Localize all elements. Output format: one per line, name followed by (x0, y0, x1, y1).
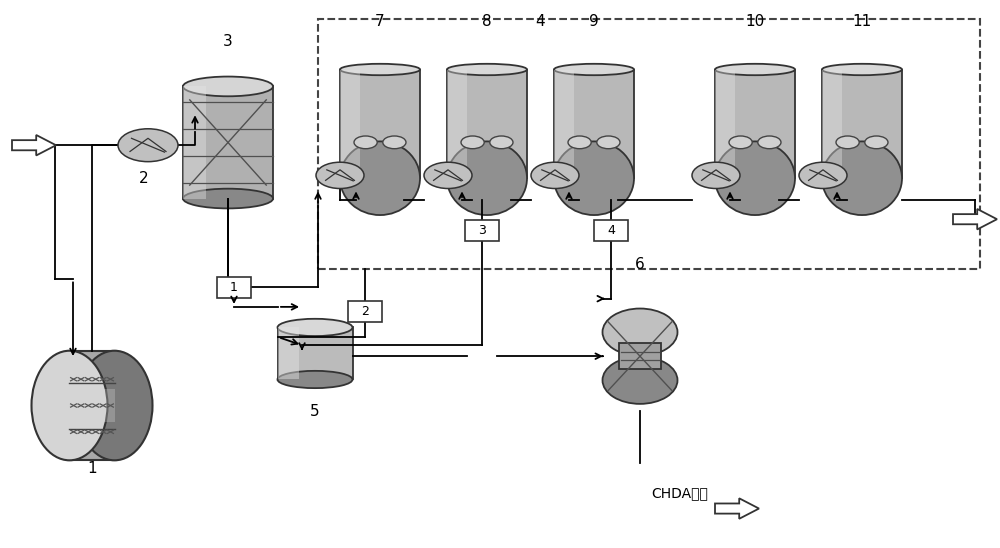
Text: 4: 4 (535, 14, 545, 30)
Circle shape (692, 162, 740, 189)
Bar (340, 70, 420, 178)
Ellipse shape (822, 64, 902, 75)
Bar (340, 70, 360, 178)
Bar (318, 19, 980, 269)
FancyBboxPatch shape (594, 220, 628, 241)
Text: 3: 3 (223, 33, 233, 49)
Ellipse shape (183, 77, 273, 96)
Bar (715, 70, 795, 178)
Ellipse shape (278, 319, 352, 336)
Bar (619, 343, 661, 369)
Polygon shape (953, 209, 997, 230)
Circle shape (531, 162, 579, 189)
Text: 9: 9 (589, 14, 599, 30)
Ellipse shape (183, 189, 273, 208)
Text: 6: 6 (635, 256, 645, 272)
Polygon shape (12, 135, 56, 156)
Text: 8: 8 (482, 14, 492, 30)
Circle shape (354, 136, 377, 149)
Bar (69, 351, 114, 460)
Text: 1: 1 (230, 281, 238, 294)
FancyBboxPatch shape (465, 220, 499, 241)
Bar (278, 328, 352, 379)
FancyBboxPatch shape (217, 277, 251, 298)
Polygon shape (715, 498, 759, 519)
Bar (619, 343, 661, 369)
Circle shape (424, 162, 472, 189)
Ellipse shape (715, 141, 795, 215)
Circle shape (758, 136, 781, 149)
Ellipse shape (340, 64, 420, 75)
Bar (447, 70, 467, 178)
Ellipse shape (76, 351, 152, 460)
Ellipse shape (447, 141, 527, 215)
Ellipse shape (554, 141, 634, 215)
Ellipse shape (340, 141, 420, 215)
Text: 11: 11 (852, 14, 872, 30)
Bar (183, 87, 206, 198)
Bar (183, 87, 273, 198)
Circle shape (490, 136, 513, 149)
Ellipse shape (715, 64, 795, 75)
Text: 7: 7 (375, 14, 385, 30)
Ellipse shape (602, 309, 678, 356)
Circle shape (836, 136, 859, 149)
Circle shape (316, 162, 364, 189)
Ellipse shape (554, 64, 634, 75)
Text: 2: 2 (139, 170, 149, 186)
Text: 3: 3 (478, 224, 486, 237)
Circle shape (383, 136, 406, 149)
Ellipse shape (31, 351, 108, 460)
Bar (278, 328, 298, 379)
Text: 4: 4 (607, 224, 615, 237)
Bar (447, 70, 527, 178)
Circle shape (597, 136, 620, 149)
Bar (554, 70, 634, 178)
Bar (69, 389, 114, 422)
Bar (822, 70, 842, 178)
Ellipse shape (602, 357, 678, 404)
Text: CHDA产物: CHDA产物 (651, 486, 708, 500)
Bar (554, 70, 574, 178)
Text: 1: 1 (87, 461, 97, 476)
Bar (715, 70, 735, 178)
Circle shape (799, 162, 847, 189)
Ellipse shape (822, 141, 902, 215)
Text: 5: 5 (310, 403, 320, 419)
Text: 10: 10 (745, 14, 765, 30)
Circle shape (118, 129, 178, 162)
Text: 2: 2 (361, 305, 369, 318)
Circle shape (865, 136, 888, 149)
Circle shape (568, 136, 591, 149)
Bar (822, 70, 902, 178)
Circle shape (729, 136, 752, 149)
Ellipse shape (447, 64, 527, 75)
Ellipse shape (278, 371, 352, 388)
FancyBboxPatch shape (348, 301, 382, 322)
Circle shape (461, 136, 484, 149)
